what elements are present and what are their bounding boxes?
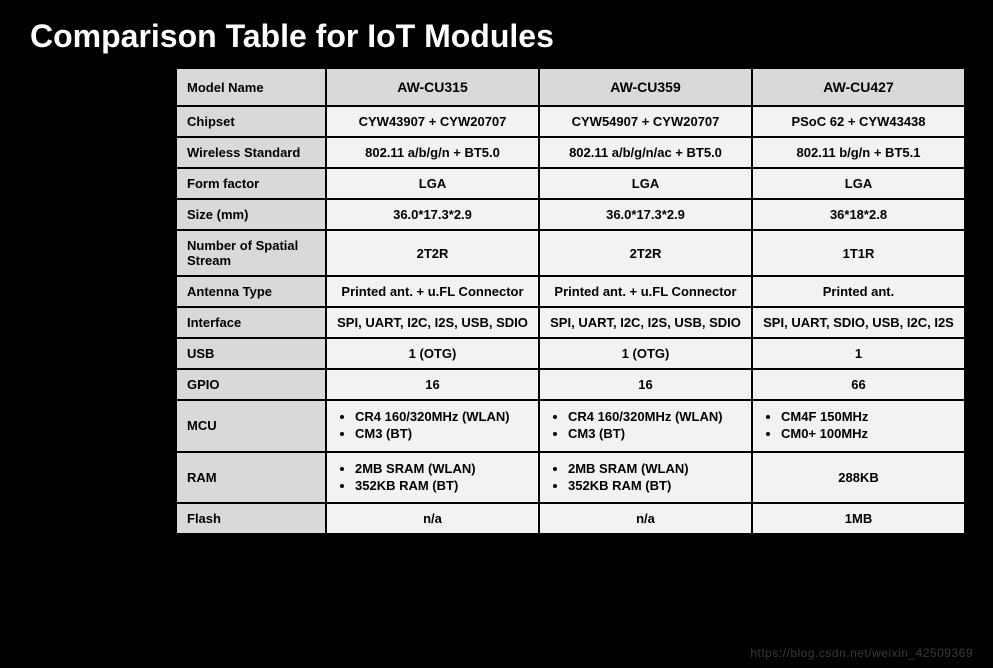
table-row: GPIO161666: [176, 369, 965, 400]
cell-list-item: CM3 (BT): [355, 426, 528, 442]
table-cell: 1: [752, 338, 965, 369]
row-label: Antenna Type: [176, 276, 326, 307]
watermark-text: https://blog.csdn.net/weixin_42509369: [750, 646, 973, 660]
table-cell: 36.0*17.3*2.9: [539, 199, 752, 230]
table-body: ChipsetCYW43907 + CYW20707CYW54907 + CYW…: [176, 106, 965, 534]
row-label: RAM: [176, 452, 326, 504]
table-cell: PSoC 62 + CYW43438: [752, 106, 965, 137]
table-cell: CYW54907 + CYW20707: [539, 106, 752, 137]
row-label: Wireless Standard: [176, 137, 326, 168]
table-cell: CR4 160/320MHz (WLAN)CM3 (BT): [539, 400, 752, 452]
cell-list: CR4 160/320MHz (WLAN)CM3 (BT): [550, 409, 741, 443]
table-cell: 1MB: [752, 503, 965, 534]
table-cell: 802.11 a/b/g/n/ac + BT5.0: [539, 137, 752, 168]
cell-list-item: CM3 (BT): [568, 426, 741, 442]
table-row: Number of Spatial Stream2T2R2T2R1T1R: [176, 230, 965, 276]
table-cell: n/a: [539, 503, 752, 534]
cell-list-item: CR4 160/320MHz (WLAN): [355, 409, 528, 425]
table-row: Flashn/an/a1MB: [176, 503, 965, 534]
table-cell: 1 (OTG): [326, 338, 539, 369]
table-cell: 66: [752, 369, 965, 400]
table-cell: 36*18*2.8: [752, 199, 965, 230]
table-cell: LGA: [752, 168, 965, 199]
table-cell: CYW43907 + CYW20707: [326, 106, 539, 137]
cell-list-item: CM4F 150MHz: [781, 409, 954, 425]
table-cell: 288KB: [752, 452, 965, 504]
table-cell: 36.0*17.3*2.9: [326, 199, 539, 230]
table-row: Antenna TypePrinted ant. + u.FL Connecto…: [176, 276, 965, 307]
table-cell: 2T2R: [326, 230, 539, 276]
header-label: Model Name: [176, 68, 326, 106]
model-header-1: AW-CU359: [539, 68, 752, 106]
cell-list-item: 2MB SRAM (WLAN): [568, 461, 741, 477]
table-cell: 2MB SRAM (WLAN)352KB RAM (BT): [326, 452, 539, 504]
cell-list-item: 2MB SRAM (WLAN): [355, 461, 528, 477]
table-cell: Printed ant.: [752, 276, 965, 307]
row-label: Form factor: [176, 168, 326, 199]
table-cell: SPI, UART, SDIO, USB, I2C, I2S: [752, 307, 965, 338]
row-label: Chipset: [176, 106, 326, 137]
table-cell: 16: [539, 369, 752, 400]
cell-list-item: CM0+ 100MHz: [781, 426, 954, 442]
cell-list-item: 352KB RAM (BT): [355, 478, 528, 494]
table-cell: LGA: [539, 168, 752, 199]
table-cell: 2T2R: [539, 230, 752, 276]
table-cell: 2MB SRAM (WLAN)352KB RAM (BT): [539, 452, 752, 504]
table-cell: 802.11 a/b/g/n + BT5.0: [326, 137, 539, 168]
table-cell: SPI, UART, I2C, I2S, USB, SDIO: [326, 307, 539, 338]
cell-list-item: CR4 160/320MHz (WLAN): [568, 409, 741, 425]
table-row: Form factorLGALGALGA: [176, 168, 965, 199]
table-row: USB1 (OTG)1 (OTG)1: [176, 338, 965, 369]
table-container: Model Name AW-CU315 AW-CU359 AW-CU427 Ch…: [0, 67, 993, 535]
cell-list-item: 352KB RAM (BT): [568, 478, 741, 494]
cell-list: CR4 160/320MHz (WLAN)CM3 (BT): [337, 409, 528, 443]
table-row: MCUCR4 160/320MHz (WLAN)CM3 (BT)CR4 160/…: [176, 400, 965, 452]
row-label: MCU: [176, 400, 326, 452]
row-label: Interface: [176, 307, 326, 338]
cell-list: 2MB SRAM (WLAN)352KB RAM (BT): [550, 461, 741, 495]
cell-list: 2MB SRAM (WLAN)352KB RAM (BT): [337, 461, 528, 495]
row-label: Size (mm): [176, 199, 326, 230]
row-label: Number of Spatial Stream: [176, 230, 326, 276]
cell-list: CM4F 150MHzCM0+ 100MHz: [763, 409, 954, 443]
model-header-2: AW-CU427: [752, 68, 965, 106]
table-cell: LGA: [326, 168, 539, 199]
table-cell: Printed ant. + u.FL Connector: [326, 276, 539, 307]
table-cell: CR4 160/320MHz (WLAN)CM3 (BT): [326, 400, 539, 452]
table-cell: n/a: [326, 503, 539, 534]
table-cell: SPI, UART, I2C, I2S, USB, SDIO: [539, 307, 752, 338]
table-row: Size (mm)36.0*17.3*2.936.0*17.3*2.936*18…: [176, 199, 965, 230]
table-cell: 1T1R: [752, 230, 965, 276]
model-header-0: AW-CU315: [326, 68, 539, 106]
table-cell: 16: [326, 369, 539, 400]
row-label: GPIO: [176, 369, 326, 400]
table-cell: 1 (OTG): [539, 338, 752, 369]
row-label: USB: [176, 338, 326, 369]
comparison-table: Model Name AW-CU315 AW-CU359 AW-CU427 Ch…: [175, 67, 966, 535]
header-row: Model Name AW-CU315 AW-CU359 AW-CU427: [176, 68, 965, 106]
table-cell: CM4F 150MHzCM0+ 100MHz: [752, 400, 965, 452]
page-title: Comparison Table for IoT Modules: [0, 0, 993, 67]
table-row: RAM2MB SRAM (WLAN)352KB RAM (BT)2MB SRAM…: [176, 452, 965, 504]
table-cell: 802.11 b/g/n + BT5.1: [752, 137, 965, 168]
table-row: InterfaceSPI, UART, I2C, I2S, USB, SDIOS…: [176, 307, 965, 338]
table-cell: Printed ant. + u.FL Connector: [539, 276, 752, 307]
table-row: Wireless Standard802.11 a/b/g/n + BT5.08…: [176, 137, 965, 168]
row-label: Flash: [176, 503, 326, 534]
table-row: ChipsetCYW43907 + CYW20707CYW54907 + CYW…: [176, 106, 965, 137]
